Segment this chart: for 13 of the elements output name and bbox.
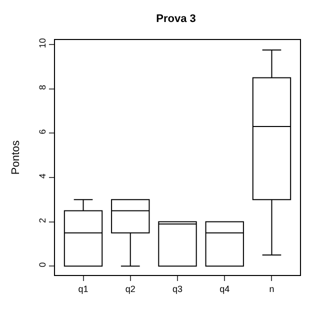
x-tick-label: q4 <box>220 284 230 294</box>
y-tick-label: 6 <box>37 129 48 134</box>
y-tick-label: 4 <box>37 174 48 179</box>
chart-title: Prova 3 <box>156 13 196 26</box>
x-tick-label: q3 <box>172 284 183 294</box>
y-tick-label: 10 <box>37 38 48 48</box>
y-tick-label: 2 <box>37 218 48 223</box>
x-tick-label: q2 <box>125 284 136 294</box>
x-tick-label: n <box>269 284 274 294</box>
y-axis-title: Pontos <box>10 140 22 175</box>
y-tick-label: 0 <box>37 262 48 268</box>
x-tick-label: q1 <box>78 284 88 294</box>
y-tick-label: 8 <box>37 84 48 90</box>
